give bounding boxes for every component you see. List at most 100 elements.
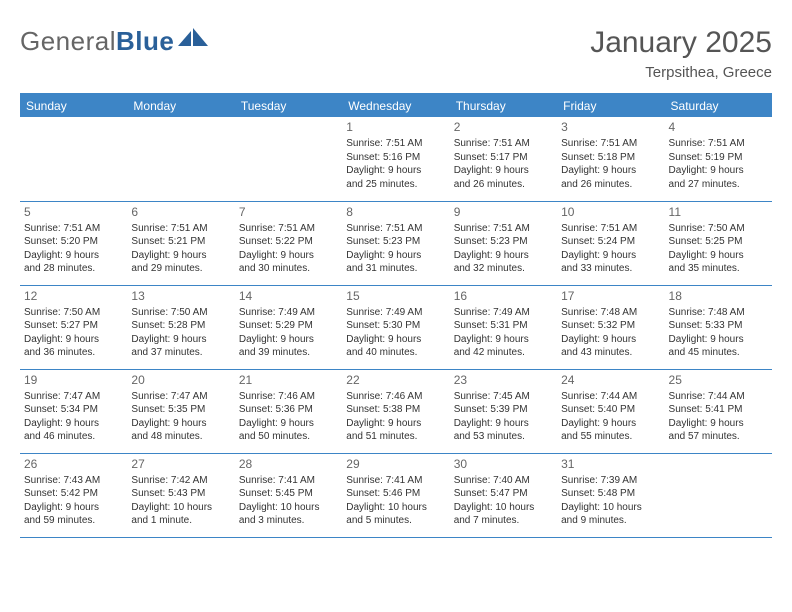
day-detail-line: Daylight: 9 hours: [131, 249, 230, 263]
day-number: 7: [239, 204, 338, 220]
calendar-day-cell: 9Sunrise: 7:51 AMSunset: 5:23 PMDaylight…: [450, 201, 557, 285]
calendar-day-cell: 13Sunrise: 7:50 AMSunset: 5:28 PMDayligh…: [127, 285, 234, 369]
calendar-thead: Sunday Monday Tuesday Wednesday Thursday…: [20, 94, 772, 117]
day-detail-line: Daylight: 9 hours: [669, 333, 768, 347]
day-detail-line: Sunrise: 7:44 AM: [561, 390, 660, 404]
day-detail-line: Sunset: 5:32 PM: [561, 319, 660, 333]
calendar-day-cell: 29Sunrise: 7:41 AMSunset: 5:46 PMDayligh…: [342, 453, 449, 537]
calendar-day-cell: [127, 117, 234, 201]
calendar-day-cell: 10Sunrise: 7:51 AMSunset: 5:24 PMDayligh…: [557, 201, 664, 285]
day-number: 15: [346, 288, 445, 304]
day-detail-line: Sunrise: 7:41 AM: [346, 474, 445, 488]
day-header: Sunday: [20, 94, 127, 117]
day-number: 27: [131, 456, 230, 472]
day-detail-line: Sunset: 5:46 PM: [346, 487, 445, 501]
day-header: Tuesday: [235, 94, 342, 117]
day-detail-line: and 28 minutes.: [24, 262, 123, 276]
day-detail-line: Daylight: 9 hours: [24, 417, 123, 431]
day-detail-line: Sunrise: 7:51 AM: [131, 222, 230, 236]
calendar-day-cell: [235, 117, 342, 201]
day-detail-line: Sunrise: 7:51 AM: [346, 137, 445, 151]
day-detail-line: Daylight: 9 hours: [239, 417, 338, 431]
calendar-day-cell: 6Sunrise: 7:51 AMSunset: 5:21 PMDaylight…: [127, 201, 234, 285]
calendar-day-cell: 19Sunrise: 7:47 AMSunset: 5:34 PMDayligh…: [20, 369, 127, 453]
day-detail-line: Sunset: 5:19 PM: [669, 151, 768, 165]
day-number: 31: [561, 456, 660, 472]
day-detail-line: and 30 minutes.: [239, 262, 338, 276]
calendar-day-cell: 28Sunrise: 7:41 AMSunset: 5:45 PMDayligh…: [235, 453, 342, 537]
day-detail-line: and 51 minutes.: [346, 430, 445, 444]
day-detail-line: Daylight: 9 hours: [346, 249, 445, 263]
calendar-day-cell: 24Sunrise: 7:44 AMSunset: 5:40 PMDayligh…: [557, 369, 664, 453]
day-detail-line: Sunrise: 7:51 AM: [24, 222, 123, 236]
day-detail-line: and 3 minutes.: [239, 514, 338, 528]
day-detail-line: Daylight: 9 hours: [561, 333, 660, 347]
day-detail-line: Sunrise: 7:47 AM: [131, 390, 230, 404]
day-detail-line: Sunset: 5:33 PM: [669, 319, 768, 333]
day-detail-line: and 50 minutes.: [239, 430, 338, 444]
day-detail-line: Sunrise: 7:51 AM: [346, 222, 445, 236]
day-detail-line: Daylight: 9 hours: [239, 249, 338, 263]
day-detail-line: Sunrise: 7:46 AM: [346, 390, 445, 404]
calendar-day-cell: 21Sunrise: 7:46 AMSunset: 5:36 PMDayligh…: [235, 369, 342, 453]
brand-logo: GeneralBlue: [20, 26, 208, 57]
day-detail-line: Sunset: 5:28 PM: [131, 319, 230, 333]
day-detail-line: Sunrise: 7:50 AM: [131, 306, 230, 320]
calendar-day-cell: 20Sunrise: 7:47 AMSunset: 5:35 PMDayligh…: [127, 369, 234, 453]
day-number: 22: [346, 372, 445, 388]
day-header: Wednesday: [342, 94, 449, 117]
day-detail-line: Sunset: 5:34 PM: [24, 403, 123, 417]
calendar-day-cell: 22Sunrise: 7:46 AMSunset: 5:38 PMDayligh…: [342, 369, 449, 453]
calendar-day-cell: [665, 453, 772, 537]
day-header: Thursday: [450, 94, 557, 117]
calendar-day-cell: 4Sunrise: 7:51 AMSunset: 5:19 PMDaylight…: [665, 117, 772, 201]
day-detail-line: Sunset: 5:38 PM: [346, 403, 445, 417]
day-number: 16: [454, 288, 553, 304]
day-detail-line: and 46 minutes.: [24, 430, 123, 444]
day-detail-line: Daylight: 9 hours: [669, 249, 768, 263]
calendar-week-row: 12Sunrise: 7:50 AMSunset: 5:27 PMDayligh…: [20, 285, 772, 369]
day-detail-line: Sunset: 5:20 PM: [24, 235, 123, 249]
brand-sail-icon: [178, 28, 208, 53]
day-detail-line: and 59 minutes.: [24, 514, 123, 528]
day-detail-line: Sunset: 5:42 PM: [24, 487, 123, 501]
day-detail-line: Daylight: 9 hours: [669, 417, 768, 431]
day-detail-line: Sunset: 5:45 PM: [239, 487, 338, 501]
day-number: 8: [346, 204, 445, 220]
day-detail-line: and 43 minutes.: [561, 346, 660, 360]
day-number: 10: [561, 204, 660, 220]
day-number: 3: [561, 119, 660, 135]
day-header: Saturday: [665, 94, 772, 117]
day-number: 4: [669, 119, 768, 135]
calendar-page: GeneralBlue January 2025 Terpsithea, Gre…: [0, 0, 792, 612]
calendar-week-row: 26Sunrise: 7:43 AMSunset: 5:42 PMDayligh…: [20, 453, 772, 537]
calendar-day-cell: 18Sunrise: 7:48 AMSunset: 5:33 PMDayligh…: [665, 285, 772, 369]
day-detail-line: Daylight: 9 hours: [131, 417, 230, 431]
day-detail-line: Sunset: 5:29 PM: [239, 319, 338, 333]
day-number: 14: [239, 288, 338, 304]
day-detail-line: and 9 minutes.: [561, 514, 660, 528]
day-detail-line: Sunrise: 7:41 AM: [239, 474, 338, 488]
day-detail-line: Daylight: 9 hours: [561, 164, 660, 178]
calendar-week-row: 1Sunrise: 7:51 AMSunset: 5:16 PMDaylight…: [20, 117, 772, 201]
day-number: 21: [239, 372, 338, 388]
calendar-day-cell: 1Sunrise: 7:51 AMSunset: 5:16 PMDaylight…: [342, 117, 449, 201]
day-detail-line: Daylight: 9 hours: [561, 249, 660, 263]
calendar-table: Sunday Monday Tuesday Wednesday Thursday…: [20, 93, 772, 538]
day-detail-line: and 26 minutes.: [561, 178, 660, 192]
day-detail-line: Daylight: 9 hours: [454, 417, 553, 431]
day-detail-line: Sunrise: 7:48 AM: [561, 306, 660, 320]
day-detail-line: and 35 minutes.: [669, 262, 768, 276]
day-number: 24: [561, 372, 660, 388]
calendar-day-cell: 30Sunrise: 7:40 AMSunset: 5:47 PMDayligh…: [450, 453, 557, 537]
day-detail-line: Daylight: 10 hours: [561, 501, 660, 515]
day-detail-line: Sunset: 5:25 PM: [669, 235, 768, 249]
day-detail-line: Daylight: 9 hours: [561, 417, 660, 431]
day-detail-line: Daylight: 10 hours: [454, 501, 553, 515]
calendar-day-cell: 17Sunrise: 7:48 AMSunset: 5:32 PMDayligh…: [557, 285, 664, 369]
calendar-day-cell: 2Sunrise: 7:51 AMSunset: 5:17 PMDaylight…: [450, 117, 557, 201]
calendar-day-cell: 23Sunrise: 7:45 AMSunset: 5:39 PMDayligh…: [450, 369, 557, 453]
day-detail-line: Sunrise: 7:39 AM: [561, 474, 660, 488]
day-detail-line: and 45 minutes.: [669, 346, 768, 360]
day-detail-line: Sunrise: 7:51 AM: [561, 137, 660, 151]
